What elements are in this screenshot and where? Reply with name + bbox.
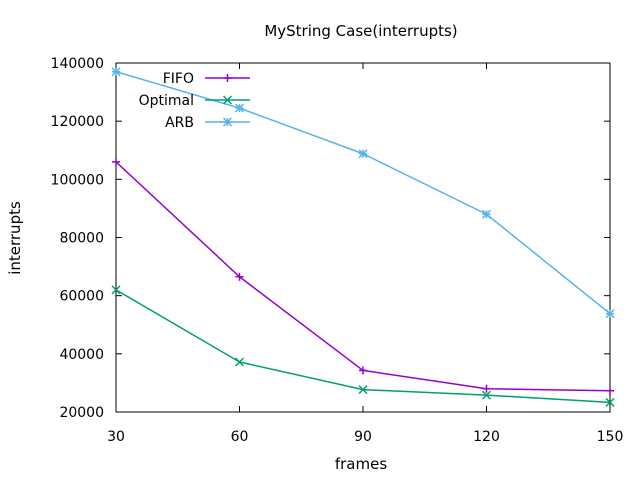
data-point-optimal — [358, 385, 368, 395]
y-tick-label: 120000 — [51, 114, 104, 130]
data-point-fifo — [235, 272, 244, 281]
y-tick-label: 20000 — [59, 405, 104, 421]
data-point-optimal — [111, 285, 121, 295]
legend-marker-fifo — [223, 74, 232, 82]
y-tick-label: 60000 — [59, 289, 104, 305]
x-tick-label: 60 — [231, 429, 249, 445]
series-line-optimal — [115, 289, 611, 404]
y-tick-label: 100000 — [51, 172, 104, 188]
x-tick-label: 120 — [473, 429, 500, 445]
data-point-arb — [481, 209, 492, 219]
x-tick-label: 30 — [107, 429, 125, 445]
data-point-fifo — [359, 366, 367, 375]
x-tick-label: 90 — [354, 429, 372, 445]
series-line-fifo — [115, 161, 611, 392]
chart-title: MyString Case(interrupts) — [264, 22, 457, 40]
y-axis: 20000 40000 60000 80000 100000 120000 140000 — [51, 56, 610, 421]
data-point-optimal — [481, 390, 492, 400]
legend-label-fifo: FIFO — [163, 71, 194, 87]
legend-marker-arb — [222, 117, 233, 127]
x-tick-label: 150 — [597, 429, 624, 445]
y-tick-label: 80000 — [59, 231, 104, 247]
data-point-fifo — [112, 157, 120, 166]
data-point-optimal — [605, 397, 615, 407]
legend: FIFO Optimal ARB — [139, 71, 250, 131]
data-point-optimal — [234, 357, 245, 367]
data-point-arb — [605, 309, 615, 319]
x-axis-label: frames — [335, 455, 387, 473]
data-point-fifo — [606, 386, 614, 395]
data-point-arb — [358, 149, 368, 159]
series-layer — [111, 67, 615, 407]
data-point-fifo — [482, 384, 491, 393]
y-tick-label: 40000 — [59, 347, 104, 363]
legend-marker-optimal — [222, 95, 233, 105]
data-point-arb — [111, 67, 121, 77]
x-axis: 30 60 90 120 150 — [107, 63, 623, 445]
y-tick-label: 140000 — [51, 56, 104, 72]
legend-label-arb: ARB — [165, 115, 194, 131]
data-point-arb — [234, 103, 245, 113]
y-axis-label: interrupts — [6, 201, 24, 275]
legend-label-optimal: Optimal — [139, 93, 194, 109]
